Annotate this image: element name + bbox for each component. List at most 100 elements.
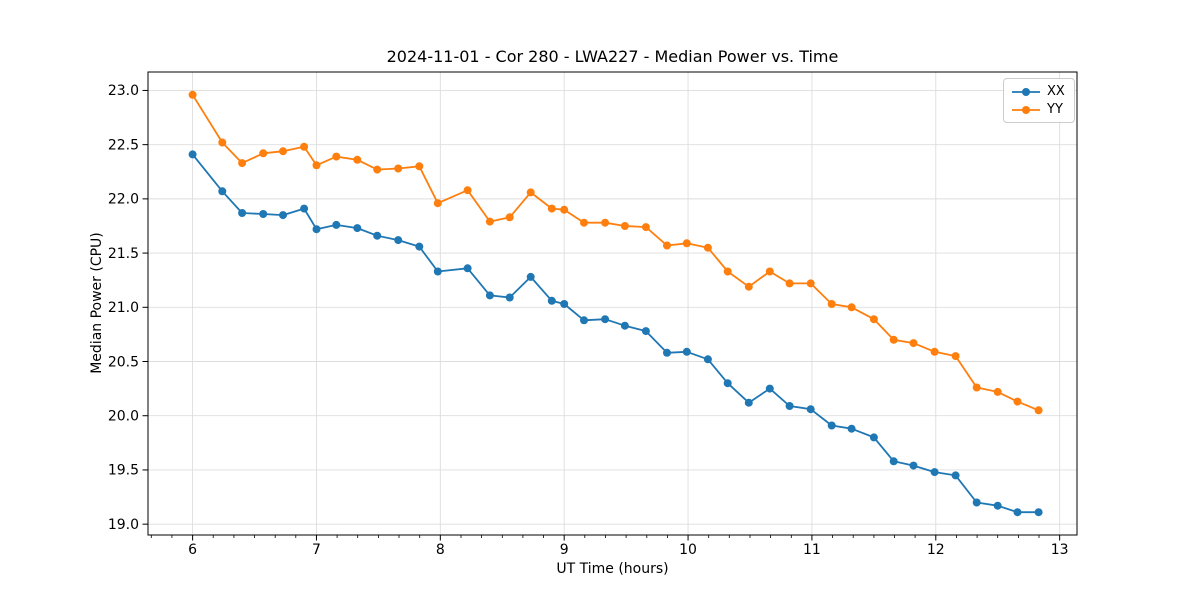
data-point-marker	[1013, 397, 1022, 406]
data-point-marker	[279, 147, 287, 156]
series-xx	[188, 150, 1043, 517]
data-point-marker	[682, 239, 691, 248]
data-point-marker	[312, 225, 321, 234]
data-point-marker	[765, 267, 774, 276]
chart-title: 2024-11-01 - Cor 280 - LWA227 - Median P…	[386, 47, 839, 66]
data-point-marker	[827, 421, 836, 430]
data-point-marker	[433, 199, 442, 208]
data-point-marker	[300, 142, 309, 151]
data-point-marker	[909, 461, 918, 470]
y-tick-label: 23.0	[108, 83, 139, 99]
data-point-marker	[723, 379, 732, 388]
data-point-marker	[785, 279, 794, 288]
data-point-marker	[682, 347, 691, 356]
data-point-marker	[847, 303, 856, 312]
data-point-marker	[580, 316, 588, 325]
data-point-marker	[641, 327, 650, 336]
plot-border	[147, 71, 1078, 536]
data-point-marker	[827, 300, 836, 308]
legend-line-marker-yy-icon	[1012, 105, 1040, 114]
data-point-marker	[259, 149, 268, 158]
data-point-marker	[218, 138, 227, 147]
y-tick-label: 22.5	[108, 137, 139, 153]
data-point-marker	[463, 264, 472, 273]
data-point-marker	[526, 272, 535, 281]
gridlines	[148, 72, 1077, 535]
data-point-marker	[485, 291, 494, 300]
x-axis-ticks	[150, 535, 1061, 541]
data-point-marker	[909, 339, 918, 348]
y-axis-ticks	[142, 89, 148, 525]
data-point-marker	[993, 387, 1002, 396]
data-point-marker	[300, 204, 309, 213]
x-tick-label: 13	[1051, 542, 1069, 558]
data-point-marker	[312, 161, 321, 170]
data-point-marker	[620, 321, 629, 330]
x-tick-label: 9	[560, 542, 569, 558]
legend: XX YY	[1003, 78, 1075, 123]
y-tick-labels: 19.0 19.5 20.0 20.5 21.0 21.5 22.0 22.5 23.0	[108, 83, 139, 533]
data-point-marker	[505, 213, 514, 222]
data-point-marker	[703, 355, 712, 364]
data-point-marker	[601, 218, 610, 227]
series-yy-line	[191, 93, 1040, 412]
data-point-marker	[1034, 508, 1043, 517]
y-tick-label: 20.0	[108, 408, 139, 424]
y-tick-label: 19.5	[108, 463, 139, 479]
data-point-marker	[415, 162, 424, 171]
data-point-marker	[332, 152, 341, 161]
data-point-marker	[463, 186, 472, 195]
legend-line-marker-xx-icon	[1012, 87, 1040, 96]
data-point-marker	[744, 398, 753, 407]
data-point-marker	[951, 471, 960, 480]
data-point-marker	[806, 279, 815, 288]
legend-item-yy: YY	[1011, 102, 1065, 117]
x-tick-label: 8	[436, 542, 445, 558]
data-point-marker	[930, 347, 939, 356]
data-point-marker	[259, 210, 268, 218]
data-point-marker	[1013, 508, 1022, 517]
x-tick-label: 6	[188, 542, 197, 558]
x-tick-label: 11	[803, 542, 821, 558]
data-point-marker	[889, 457, 898, 466]
data-point-marker	[930, 468, 939, 477]
y-tick-label: 22.0	[108, 192, 139, 208]
data-point-marker	[641, 223, 650, 232]
data-point-marker	[703, 243, 712, 252]
legend-label-yy: YY	[1047, 102, 1063, 117]
data-point-marker	[765, 384, 774, 393]
y-tick-label: 21.5	[108, 246, 139, 262]
x-tick-label: 7	[312, 542, 321, 558]
legend-label-xx: XX	[1047, 84, 1065, 99]
data-point-marker	[332, 220, 341, 229]
data-point-marker	[373, 165, 382, 174]
data-point-marker	[373, 231, 382, 240]
legend-item-xx: XX	[1011, 84, 1065, 99]
data-point-marker	[526, 188, 535, 197]
data-point-marker	[744, 282, 753, 291]
x-tick-labels: 6 7 8 9 10 11 12 13	[188, 542, 1068, 558]
data-point-marker	[620, 222, 629, 230]
data-point-marker	[547, 204, 556, 213]
data-point-marker	[972, 498, 981, 507]
data-point-marker	[951, 352, 960, 361]
data-point-marker	[485, 217, 494, 226]
data-point-marker	[238, 159, 247, 168]
data-point-marker	[601, 315, 610, 324]
data-point-marker	[806, 405, 815, 414]
y-axis-label: Median Power (CPU)	[89, 232, 105, 374]
data-point-marker	[415, 242, 424, 251]
x-tick-label: 12	[927, 542, 945, 558]
x-tick-label: 10	[679, 542, 697, 558]
data-point-marker	[869, 315, 878, 324]
data-point-marker	[889, 335, 898, 344]
series-yy	[188, 90, 1043, 415]
data-point-marker	[993, 501, 1002, 510]
data-point-marker	[560, 205, 569, 214]
data-point-marker	[847, 424, 856, 433]
data-point-marker	[394, 164, 403, 173]
data-point-marker	[580, 218, 588, 227]
y-tick-label: 21.0	[108, 300, 139, 316]
